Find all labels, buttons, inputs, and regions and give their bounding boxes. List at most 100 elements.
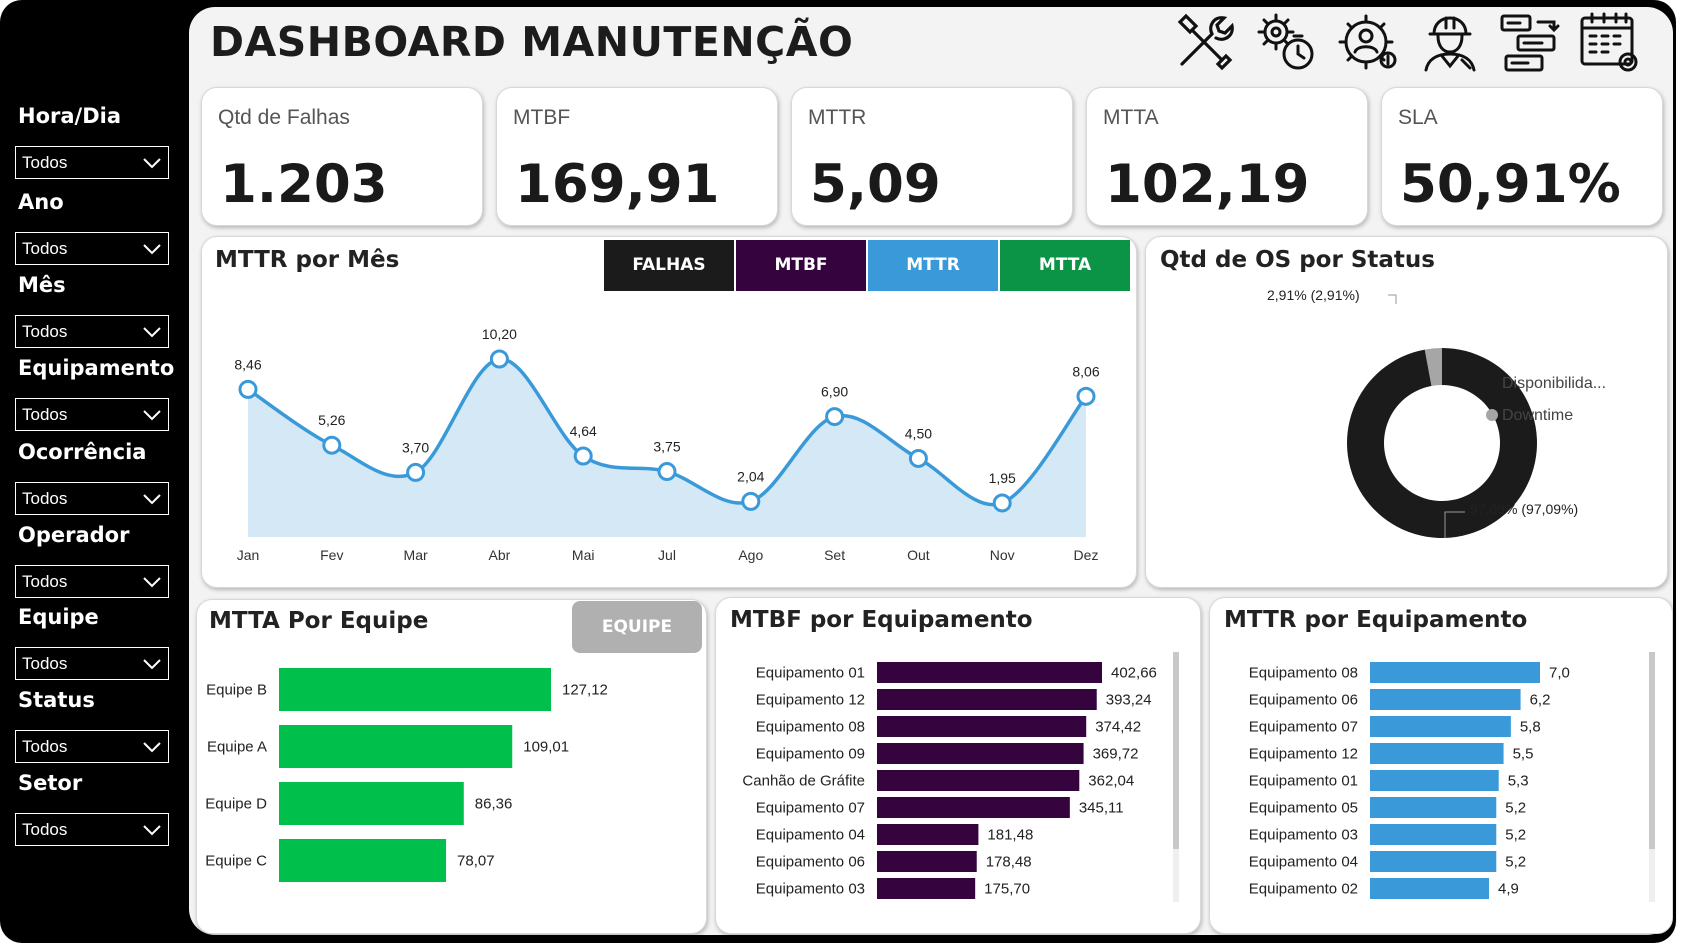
- calendar-gear-icon: [1580, 12, 1638, 72]
- pie-slice-disponibilida[interactable]: [1347, 348, 1537, 538]
- chevron-down-icon: [143, 494, 161, 505]
- bar-value-label: 178,48: [986, 854, 1032, 871]
- data-point[interactable]: [322, 435, 342, 455]
- tab-falhas[interactable]: FALHAS: [604, 240, 734, 291]
- data-point[interactable]: [741, 491, 761, 511]
- category-label: Equipamento 03: [1249, 827, 1358, 844]
- category-label: Equipamento 01: [756, 665, 865, 682]
- scrollbar-thumb[interactable]: [1649, 652, 1655, 849]
- bar[interactable]: [1370, 770, 1499, 791]
- filter-select-operador[interactable]: Todos: [15, 565, 169, 598]
- filter-select-ocorrencia[interactable]: Todos: [15, 482, 169, 515]
- chevron-down-icon: [143, 327, 161, 338]
- category-label: Equipamento 12: [1249, 746, 1358, 763]
- mttr-by-equipment-chart: Equipamento 08 7,0 Equipamento 06 6,2 Equipa…: [1249, 652, 1655, 902]
- bar[interactable]: [877, 662, 1102, 683]
- chevron-down-icon: [143, 825, 161, 836]
- category-label: Equipamento 06: [1249, 692, 1358, 709]
- bar[interactable]: [877, 824, 979, 845]
- bar[interactable]: [877, 878, 976, 899]
- data-label: 8,06: [1072, 363, 1099, 379]
- mtbf-by-equipment-panel: [715, 597, 1201, 934]
- bar[interactable]: [877, 743, 1084, 764]
- filter-select-equipamento[interactable]: Todos: [15, 398, 169, 431]
- category-label: Canhão de Gráfite: [742, 773, 865, 790]
- x-tick-label: Abr: [489, 547, 511, 563]
- filter-label-status: Status: [18, 688, 95, 712]
- x-tick-label: Jul: [658, 547, 676, 563]
- bar-value-label: 175,70: [984, 881, 1030, 898]
- kpi-label: MTBF: [513, 106, 571, 129]
- bar[interactable]: [877, 716, 1087, 737]
- bar[interactable]: [877, 797, 1070, 818]
- filter-select-ano[interactable]: Todos: [15, 232, 169, 265]
- filter-select-value: Todos: [22, 572, 68, 591]
- legend-item[interactable]: Downtime: [1502, 407, 1573, 424]
- filter-select-mes[interactable]: Todos: [15, 315, 169, 348]
- bar[interactable]: [1370, 743, 1504, 764]
- data-point[interactable]: [657, 462, 677, 482]
- data-point[interactable]: [825, 407, 845, 427]
- pie-slice-downtime[interactable]: [1424, 348, 1442, 386]
- data-point[interactable]: [406, 462, 426, 482]
- filter-label-ocorrencia: Ocorrência: [18, 440, 147, 464]
- scrollbar-thumb[interactable]: [1173, 652, 1179, 849]
- bar[interactable]: [1370, 851, 1497, 872]
- bar[interactable]: [279, 668, 551, 711]
- data-point[interactable]: [992, 493, 1012, 513]
- filter-select-value: Todos: [22, 489, 68, 508]
- tab-mtta[interactable]: MTTA: [1000, 240, 1130, 291]
- chevron-down-icon: [143, 577, 161, 588]
- bar[interactable]: [279, 839, 447, 882]
- category-label: Equipamento 04: [756, 827, 865, 844]
- filter-label-mes: Mês: [18, 273, 66, 297]
- chevron-down-icon: [143, 659, 161, 670]
- kpi-card-mtta: MTTA 102,19: [1086, 87, 1368, 226]
- tab-mttr[interactable]: MTTR: [868, 240, 998, 291]
- bar-value-label: 5,2: [1505, 800, 1526, 817]
- x-tick-label: Out: [907, 547, 930, 563]
- bar[interactable]: [279, 782, 464, 825]
- mttr-by-month-chart: 8,46 Jan 5,26 Fev 3,70 Mar 10,20 Abr 4,64 Mai 3,75…: [234, 326, 1099, 563]
- data-point[interactable]: [489, 349, 509, 369]
- filter-select-equipe[interactable]: Todos: [15, 647, 169, 680]
- filter-select-hora-dia[interactable]: Todos: [15, 146, 169, 179]
- bar[interactable]: [877, 851, 977, 872]
- bar[interactable]: [1370, 716, 1511, 737]
- bar-value-label: 345,11: [1079, 800, 1124, 817]
- filter-select-value: Todos: [22, 820, 68, 839]
- data-point[interactable]: [573, 446, 593, 466]
- team-button[interactable]: EQUIPE: [572, 601, 702, 653]
- category-label: Equipamento 03: [756, 881, 865, 898]
- bar-value-label: 402,66: [1111, 665, 1157, 682]
- x-tick-label: Set: [824, 547, 845, 563]
- bar[interactable]: [877, 770, 1080, 791]
- bar[interactable]: [1370, 878, 1489, 899]
- legend-item[interactable]: Disponibilida...: [1502, 375, 1606, 392]
- data-point[interactable]: [1076, 386, 1096, 406]
- bar-value-label: 5,3: [1508, 773, 1529, 790]
- bar[interactable]: [877, 689, 1097, 710]
- mtbf-by-equipment-chart: Equipamento 01 402,66 Equipamento 12 393,24…: [742, 652, 1179, 902]
- bar-value-label: 5,2: [1505, 854, 1526, 871]
- bar-value-label: 127,12: [562, 682, 608, 699]
- gear-person-icon: [1338, 14, 1397, 70]
- mtta-by-team-chart: Equipe B 127,12 Equipe A 109,01 Equipe D 86,3…: [205, 668, 608, 882]
- page-title: DASHBOARD MANUTENÇÃO: [210, 18, 854, 66]
- data-point[interactable]: [238, 379, 258, 399]
- filter-select-setor[interactable]: Todos: [15, 813, 169, 846]
- data-label: 8,46: [234, 356, 261, 372]
- category-label: Equipe C: [205, 853, 267, 870]
- category-label: Equipe A: [207, 739, 267, 756]
- bar-value-label: 5,5: [1513, 746, 1534, 763]
- filter-select-status[interactable]: Todos: [15, 730, 169, 763]
- bar[interactable]: [1370, 689, 1521, 710]
- mtbf-by-equipment-title: MTBF por Equipamento: [730, 607, 1033, 633]
- kpi-value: 1.203: [220, 154, 388, 215]
- bar[interactable]: [1370, 662, 1540, 683]
- bar[interactable]: [1370, 797, 1497, 818]
- bar[interactable]: [1370, 824, 1497, 845]
- bar[interactable]: [279, 725, 513, 768]
- tab-mtbf[interactable]: MTBF: [736, 240, 866, 291]
- data-point[interactable]: [908, 448, 928, 468]
